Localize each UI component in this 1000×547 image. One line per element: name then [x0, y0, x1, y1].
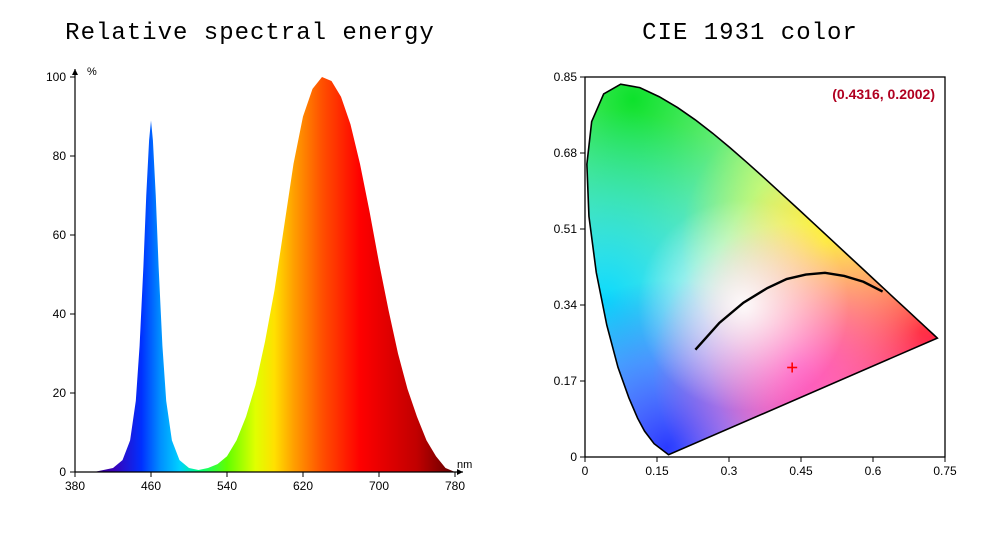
cie-y-tick: 0	[570, 450, 577, 464]
cie-chart: (0.4316, 0.2002) 0 0.15 0.3 0.45 0.6 0.75 0 0.17…	[530, 57, 970, 502]
y-tick-label: 20	[53, 386, 67, 400]
cie-x-tick: 0.45	[789, 464, 813, 478]
cie-y-tick: 0.85	[554, 70, 578, 84]
y-tick-label: 60	[53, 228, 67, 242]
x-tick-label: 780	[445, 479, 465, 493]
cie-x-tick: 0.15	[645, 464, 669, 478]
cie-y-tick: 0.34	[554, 298, 578, 312]
x-tick-label: 460	[141, 479, 161, 493]
cie-x-tick: 0	[582, 464, 589, 478]
y-tick-label: 40	[53, 307, 67, 321]
cie-y-tick: 0.17	[554, 374, 578, 388]
y-axis-label: %	[87, 66, 97, 78]
cie-y-tick: 0.68	[554, 146, 578, 160]
cie-title: CIE 1931 color	[642, 20, 858, 47]
y-tick-label: 80	[53, 149, 67, 163]
cie-x-tick: 0.6	[865, 464, 882, 478]
cie-point-label: (0.4316, 0.2002)	[832, 86, 935, 102]
cie-svg: (0.4316, 0.2002) 0 0.15 0.3 0.45 0.6 0.75 0 0.17…	[530, 57, 970, 497]
x-tick-label: 380	[65, 479, 85, 493]
cie-x-tick: 0.75	[933, 464, 957, 478]
x-tick-label: 700	[369, 479, 389, 493]
x-tick-label: 620	[293, 479, 313, 493]
y-axis-arrow	[72, 69, 78, 75]
y-tick-label: 0	[59, 465, 66, 479]
spectral-svg: 380 460 540 620 700 780 0 20 40 60 80 100% nm	[20, 57, 480, 507]
spectral-curve	[75, 77, 455, 472]
spectral-title: Relative spectral energy	[65, 20, 435, 47]
cie-y-tick: 0.51	[554, 222, 578, 236]
cie-x-tick: 0.3	[721, 464, 738, 478]
x-axis-label: nm	[457, 459, 472, 471]
spectral-chart: 380 460 540 620 700 780 0 20 40 60 80 100% nm	[20, 57, 480, 512]
x-tick-label: 540	[217, 479, 237, 493]
y-tick-label: 100	[46, 70, 66, 84]
